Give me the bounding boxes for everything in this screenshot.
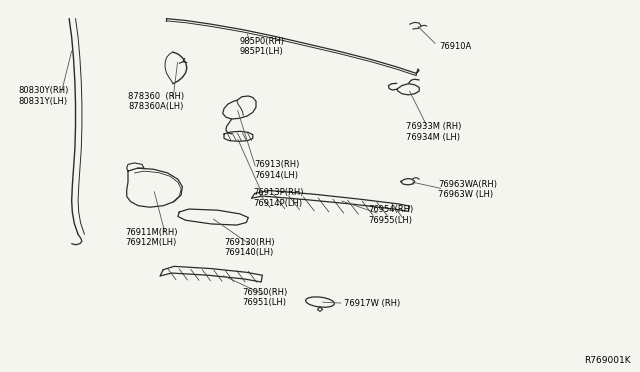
Text: 76933M (RH)
76934M (LH): 76933M (RH) 76934M (LH) — [406, 122, 461, 142]
Text: R769001K: R769001K — [584, 356, 630, 365]
Text: 76911M(RH)
76912M(LH): 76911M(RH) 76912M(LH) — [125, 228, 177, 247]
Text: 769130(RH)
769140(LH): 769130(RH) 769140(LH) — [224, 238, 275, 257]
Text: 76954(RH)
76955(LH): 76954(RH) 76955(LH) — [369, 205, 414, 225]
Text: 80830Y(RH)
80831Y(LH): 80830Y(RH) 80831Y(LH) — [18, 86, 68, 106]
Text: 76917W (RH): 76917W (RH) — [344, 299, 401, 308]
Text: 76910A: 76910A — [439, 42, 471, 51]
Text: 76913P(RH)
76914P(LH): 76913P(RH) 76914P(LH) — [253, 188, 303, 208]
Text: 76950(RH)
76951(LH): 76950(RH) 76951(LH) — [242, 288, 287, 307]
Text: 76963WA(RH)
76963W (LH): 76963WA(RH) 76963W (LH) — [438, 180, 497, 199]
Text: 76913(RH)
76914(LH): 76913(RH) 76914(LH) — [255, 160, 300, 180]
Text: 878360  (RH)
878360A(LH): 878360 (RH) 878360A(LH) — [128, 92, 184, 111]
Text: 985P0(RH)
985P1(LH): 985P0(RH) 985P1(LH) — [240, 37, 285, 56]
